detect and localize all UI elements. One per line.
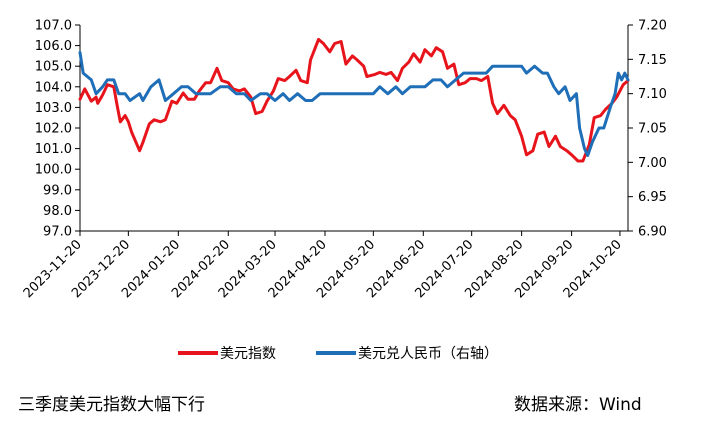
left-y-tick-label: 99.0 (43, 183, 72, 198)
data-source: 数据来源：Wind (514, 395, 642, 415)
left-y-tick-label: 98.0 (43, 204, 72, 219)
right-y-tick-labels: 6.90 6.95 7.00 7.05 7.10 7.15 7.20 (628, 19, 667, 240)
right-y-tick-label: 7.15 (638, 53, 667, 68)
right-y-tick-label: 7.00 (638, 156, 667, 171)
legend-label: 美元指数 (220, 346, 276, 362)
left-y-tick-label: 105.0 (35, 60, 72, 75)
series-line-usdcny (78, 51, 630, 157)
left-y-tick-label: 97.0 (43, 225, 72, 240)
left-y-tick-label: 107.0 (35, 19, 72, 34)
right-y-tick-label: 6.95 (638, 190, 667, 205)
left-y-tick-label: 104.0 (35, 80, 72, 95)
left-y-tick-labels: 97.0 98.0 99.0 100.0 101.0 102.0 103.0 104.0 105… (35, 19, 80, 240)
left-y-tick-label: 106.0 (35, 39, 72, 54)
chart-legend: 美元指数 美元兑人民币（右轴） (178, 346, 498, 362)
legend-label: 美元兑人民币（右轴） (358, 346, 498, 362)
left-y-tick-label: 100.0 (35, 163, 72, 178)
right-y-tick-label: 7.10 (638, 87, 667, 102)
left-y-tick-label: 101.0 (35, 142, 72, 157)
right-y-tick-label: 6.90 (638, 225, 667, 240)
right-y-tick-label: 7.05 (638, 122, 667, 137)
right-y-tick-label: 7.20 (638, 19, 667, 34)
left-y-tick-label: 102.0 (35, 122, 72, 137)
chart-caption: 三季度美元指数大幅下行 (18, 395, 205, 415)
left-y-tick-label: 103.0 (35, 101, 72, 116)
series-lines (78, 37, 630, 163)
series-line-usd-index (78, 37, 630, 163)
x-tick-labels: 2023-11-202023-12-202024-01-202024-02-20… (21, 231, 625, 301)
